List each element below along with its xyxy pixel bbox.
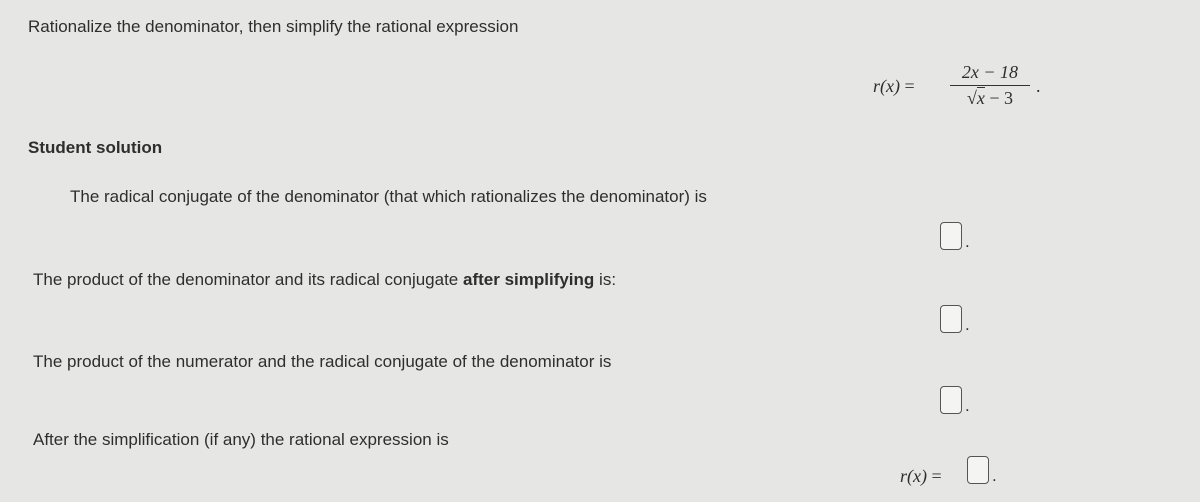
step-end: . (965, 315, 970, 334)
instructions: Rationalize the denominator, then simpli… (28, 17, 519, 36)
fraction: 2x − 18 √x − 3 (950, 62, 1030, 109)
text: The product of the denominator and its r… (33, 270, 463, 289)
expression-end: . (1036, 76, 1041, 96)
step-end: . (965, 232, 970, 251)
step-text: The radical conjugate of the denominator… (70, 187, 707, 206)
denominator: √x − 3 (950, 87, 1030, 109)
step-text: After the simplification (if any) the ra… (33, 430, 449, 449)
text: is: (594, 270, 617, 289)
step-text: The product of the denominator and its r… (33, 270, 616, 290)
lhs: r(x) (873, 76, 900, 96)
answer-box[interactable] (967, 456, 989, 484)
equals: = (931, 466, 942, 486)
answer-lhs: r(x) = (900, 466, 942, 487)
bold-text: after simplifying (463, 270, 595, 289)
answer-box[interactable] (940, 222, 962, 250)
section-title: Student solution (28, 138, 163, 157)
expression-lhs: r(x) = (873, 76, 915, 97)
lhs: r(x) (900, 466, 927, 486)
numerator: 2x − 18 (961, 62, 1019, 82)
fraction-bar (950, 85, 1030, 86)
step-end: . (992, 466, 997, 485)
equals: = (904, 76, 915, 96)
step-text: The product of the numerator and the rad… (33, 352, 612, 371)
answer-box[interactable] (940, 305, 962, 333)
answer-box[interactable] (940, 386, 962, 414)
step-end: . (965, 396, 970, 415)
radical: √ (966, 88, 977, 108)
denominator-rest: − 3 (989, 88, 1014, 108)
radicand: x (976, 87, 985, 108)
